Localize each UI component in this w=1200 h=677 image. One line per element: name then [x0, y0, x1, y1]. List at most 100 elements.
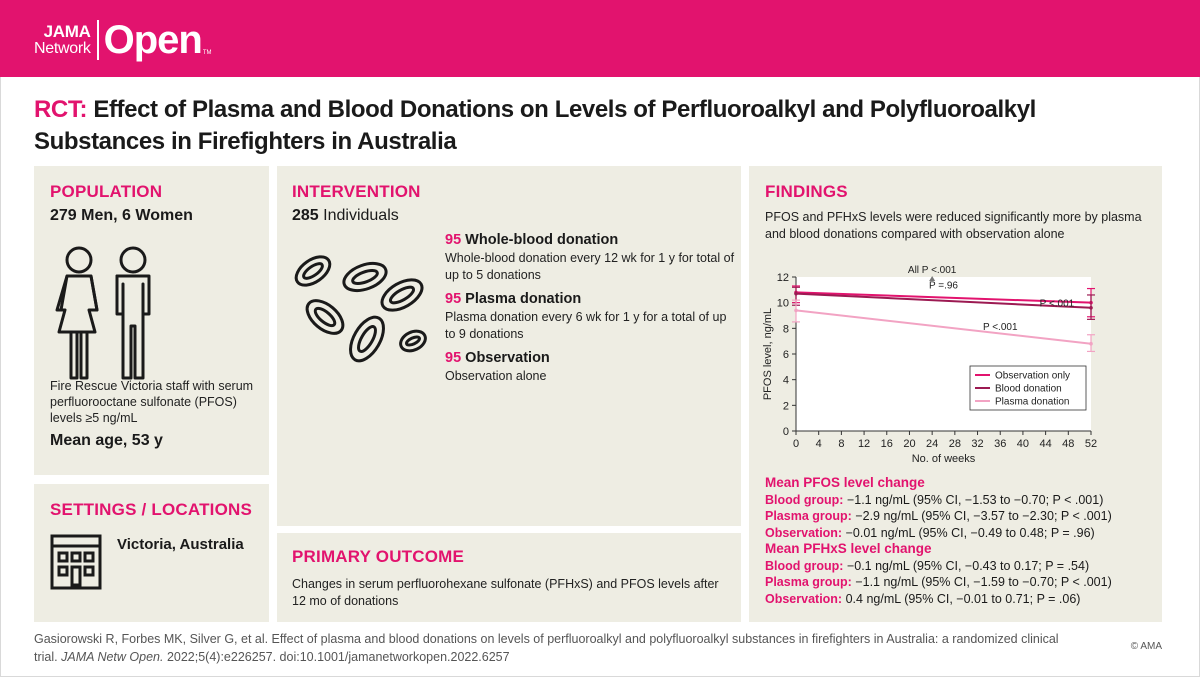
- jama-network-open-logo: JAMA Network Open TM: [34, 14, 212, 66]
- chart-y-tick-label: 4: [783, 375, 789, 387]
- pfos-observation-row: Observation: −0.01 ng/mL (95% CI, −0.49 …: [765, 525, 1160, 542]
- pfhxs-observation-row: Observation: 0.4 ng/mL (95% CI, −0.01 to…: [765, 591, 1160, 608]
- primary-outcome-panel: PRIMARY OUTCOME Changes in serum perfluo…: [277, 533, 741, 622]
- chart-y-axis-label: PFOS level, ng/mL: [762, 308, 774, 400]
- chart-y-tick-label: 2: [783, 400, 789, 412]
- arm-plasma-desc: Plasma donation every 6 wk for 1 y for a…: [445, 310, 727, 341]
- population-mean-age: Mean age, 53 y: [50, 432, 163, 449]
- population-heading: POPULATION: [50, 182, 163, 201]
- pfhxs-blood-value: −0.1 ng/mL (95% CI, −0.43 to 0.17; P = .…: [846, 558, 1090, 573]
- pfhxs-observation-label: Observation:: [765, 591, 843, 606]
- chart-x-tick-label: 40: [1017, 438, 1029, 450]
- chart-y-tick-label: 10: [777, 298, 789, 310]
- arm-observation-n: 95: [445, 350, 462, 366]
- copyright: © AMA: [1130, 641, 1162, 652]
- citation: Gasiorowski R, Forbes MK, Silver G, et a…: [34, 630, 1064, 666]
- pfos-plasma-row: Plasma group: −2.9 ng/mL (95% CI, −3.57 …: [765, 508, 1160, 525]
- chart-x-tick-label: 12: [858, 438, 870, 450]
- arm-observation-name: Observation: [465, 350, 550, 366]
- title-text: Effect of Plasma and Blood Donations on …: [34, 96, 1036, 155]
- pfhxs-plasma-value: −1.1 ng/mL (95% CI, −1.59 to −0.70; P < …: [855, 575, 1112, 589]
- pfhxs-plasma-label: Plasma group:: [765, 575, 852, 589]
- chart-series-line-0: [795, 291, 1092, 304]
- chart-x-tick-label: 28: [949, 438, 961, 450]
- chart-x-tick-label: 36: [994, 438, 1006, 450]
- chart-annotation-all: All P <.001: [908, 265, 957, 276]
- findings-results: Mean PFOS level change Blood group: −1.1…: [765, 475, 1160, 607]
- chart-legend-label-1: Blood donation: [995, 384, 1062, 395]
- arm-plasma-name: Plasma donation: [465, 291, 582, 307]
- logo-open: Open: [103, 18, 203, 62]
- chart-x-tick-label: 20: [903, 438, 915, 450]
- chart-annotation-obs: P =.96: [929, 281, 958, 292]
- pfos-plasma-label: Plasma group:: [765, 509, 852, 523]
- pfos-observation-value: −0.01 ng/mL (95% CI, −0.49 to 0.48; P = …: [845, 525, 1095, 540]
- people-icon: [55, 246, 151, 380]
- chart-point: [1089, 341, 1093, 346]
- chart-x-axis-label: No. of weeks: [912, 453, 976, 465]
- chart-point: [794, 291, 798, 296]
- pfhxs-blood-label: Blood group:: [765, 558, 844, 573]
- building-icon: [50, 534, 102, 590]
- pfhxs-change-heading: Mean PFHxS level change: [765, 541, 932, 556]
- population-count: 279 Men, 6 Women: [50, 207, 193, 224]
- intervention-panel: INTERVENTION 285 Individuals 95 Whole-bl…: [277, 166, 741, 526]
- intervention-total-label: Individuals: [323, 207, 399, 224]
- chart-point: [1089, 306, 1093, 310]
- pfos-observation-label: Observation:: [765, 525, 843, 540]
- header-bar: JAMA Network Open TM: [0, 0, 1200, 77]
- citation-rest: 2022;5(4):e226257. doi:10.1001/jamanetwo…: [166, 650, 510, 664]
- logo-tm: TM: [202, 50, 212, 56]
- chart-x-tick-label: 44: [1039, 438, 1051, 450]
- pfhxs-plasma-row: Plasma group: −1.1 ng/mL (95% CI, −1.59 …: [765, 574, 1160, 591]
- intervention-total: 285 Individuals: [292, 207, 399, 225]
- intervention-heading: INTERVENTION: [292, 182, 421, 201]
- arm-observation-desc: Observation alone: [445, 369, 547, 383]
- page-title: RCT: Effect of Plasma and Blood Donation…: [34, 94, 1144, 158]
- primary-outcome-text: Changes in serum perfluorohexane sulfona…: [292, 577, 719, 608]
- settings-location: Victoria, Australia: [117, 536, 244, 553]
- settings-heading: SETTINGS / LOCATIONS: [50, 500, 253, 519]
- pfos-change-heading: Mean PFOS level change: [765, 475, 925, 490]
- primary-outcome-heading: PRIMARY OUTCOME: [292, 547, 465, 566]
- chart-annotation-blood: P <.001: [1040, 299, 1075, 310]
- pfos-plasma-value: −2.9 ng/mL (95% CI, −3.57 to −2.30; P < …: [855, 509, 1112, 523]
- pfhxs-observation-value: 0.4 ng/mL (95% CI, −0.01 to 0.71; P = .0…: [845, 591, 1081, 606]
- pfos-blood-value: −1.1 ng/mL (95% CI, −1.53 to −0.70; P < …: [846, 492, 1104, 507]
- chart-x-tick-label: 8: [838, 438, 844, 450]
- arm-whole-blood-desc: Whole-blood donation every 12 wk for 1 y…: [445, 251, 735, 282]
- chart-x-tick-label: 0: [793, 438, 799, 450]
- citation-text: Gasiorowski R, Forbes MK, Silver G, et a…: [34, 632, 1059, 664]
- arm-plasma-n: 95: [445, 291, 462, 307]
- chart-x-tick-label: 32: [971, 438, 983, 450]
- blood-cells-icon: [294, 255, 427, 363]
- pfos-blood-row: Blood group: −1.1 ng/mL (95% CI, −1.53 t…: [765, 492, 1160, 509]
- citation-journal: JAMA Netw Open.: [61, 650, 164, 664]
- findings-panel: FINDINGS PFOS and PFHxS levels were redu…: [749, 166, 1162, 622]
- findings-summary: PFOS and PFHxS levels were reduced signi…: [765, 210, 1142, 241]
- title-tag: RCT:: [34, 96, 88, 123]
- chart-y-tick-label: 8: [783, 323, 789, 335]
- chart-series-line-1: [795, 292, 1092, 309]
- arm-whole-blood-name: Whole-blood donation: [465, 232, 619, 248]
- intervention-total-number: 285: [292, 207, 319, 224]
- arm-whole-blood: 95 Whole-blood donation Whole-blood dona…: [445, 232, 735, 284]
- chart-legend-label-0: Observation only: [995, 371, 1070, 382]
- chart-point: [794, 308, 798, 313]
- population-description: Fire Rescue Victoria staff with serum pe…: [50, 379, 254, 425]
- arm-whole-blood-n: 95: [445, 232, 462, 248]
- chart-y-tick-label: 0: [783, 426, 789, 438]
- chart-annotation-marker: [929, 276, 936, 281]
- chart-x-tick-label: 48: [1062, 438, 1074, 450]
- arm-observation: 95 Observation Observation alone: [445, 350, 735, 385]
- pfhxs-blood-row: Blood group: −0.1 ng/mL (95% CI, −0.43 t…: [765, 558, 1160, 575]
- findings-heading: FINDINGS: [765, 182, 848, 201]
- chart-y-tick-label: 6: [783, 349, 789, 361]
- logo-network: Network: [34, 40, 91, 57]
- chart-x-tick-label: 52: [1085, 438, 1097, 450]
- chart-x-tick-label: 24: [926, 438, 938, 450]
- population-panel: POPULATION 279 Men, 6 Women Fire Rescue …: [34, 166, 269, 475]
- logo-jama: JAMA: [43, 22, 91, 41]
- chart-annotation-plasma: P <.001: [983, 322, 1018, 333]
